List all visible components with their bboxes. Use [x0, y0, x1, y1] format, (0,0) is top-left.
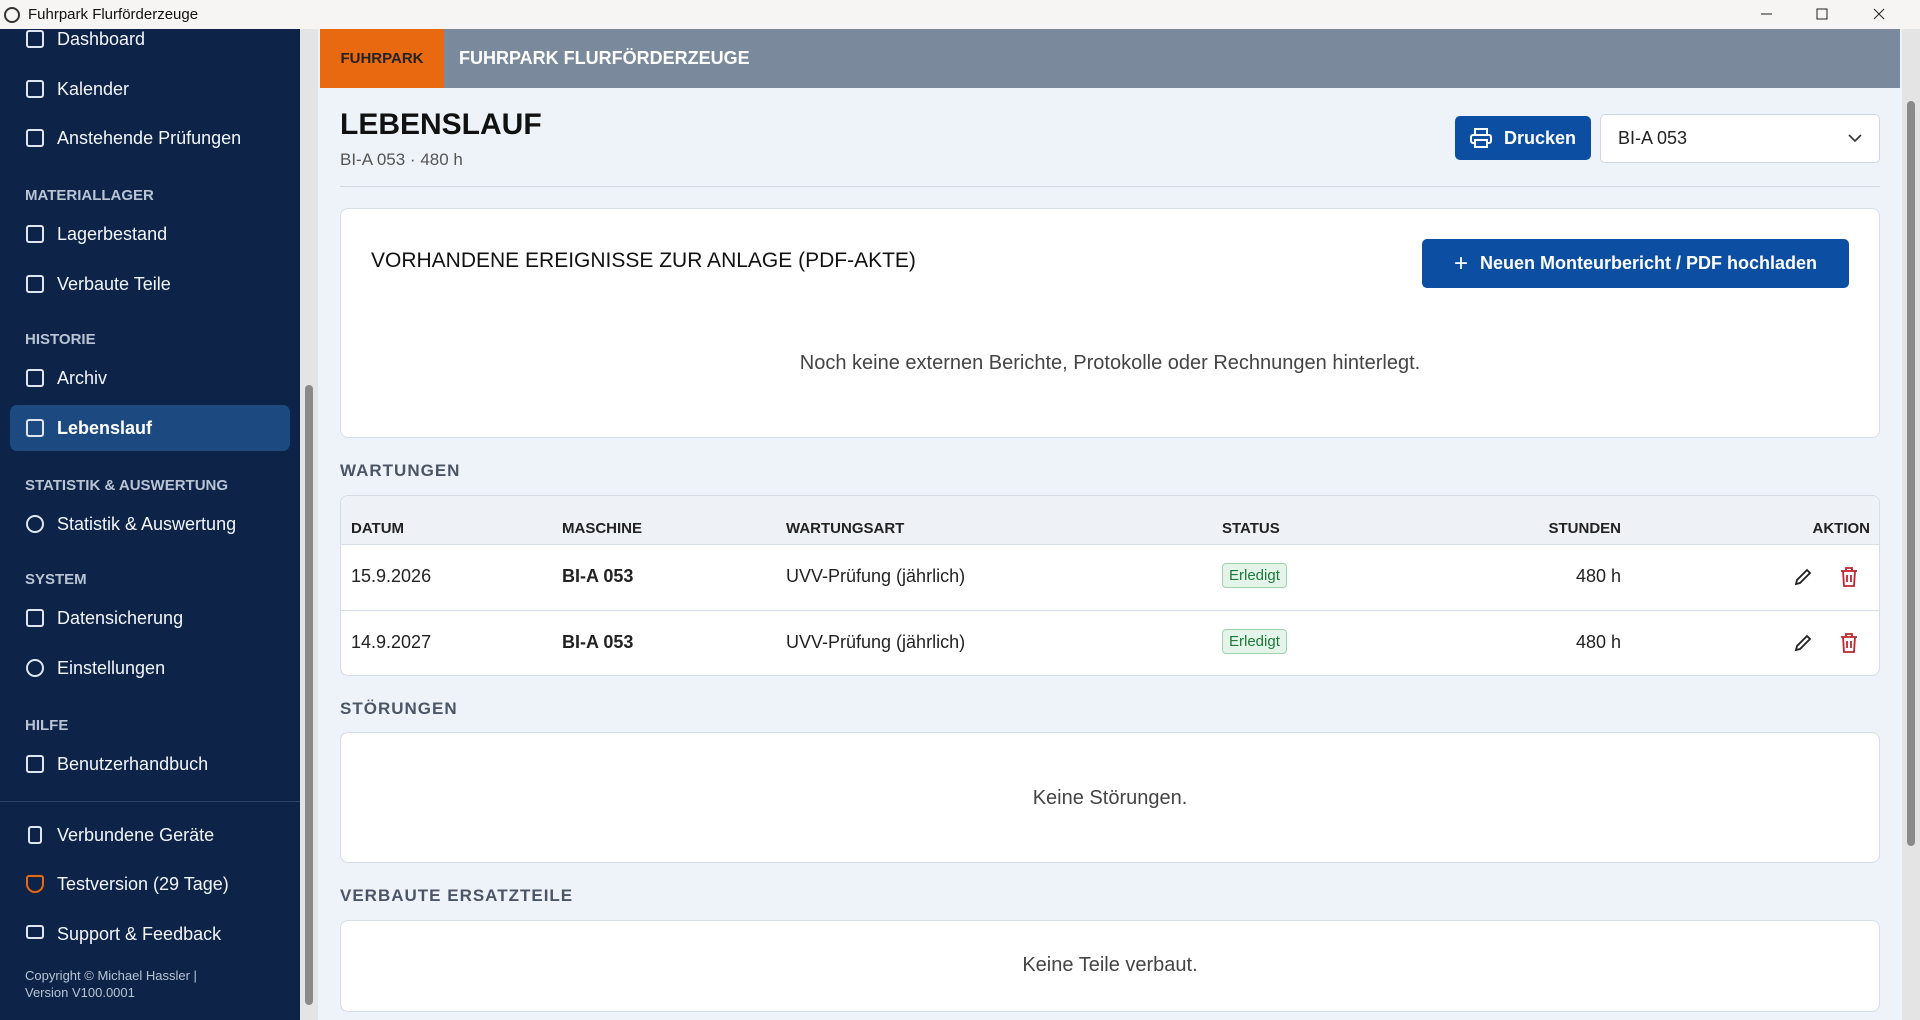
status-badge: Erledigt	[1222, 629, 1287, 654]
column-header: STUNDEN	[1548, 520, 1621, 537]
copyright: Copyright © Michael Hassler |	[25, 968, 197, 983]
header-title: FUHRPARK FLURFÖRDERZEUGE	[459, 48, 750, 68]
edit-button[interactable]	[1792, 632, 1814, 654]
cell-date: 15.9.2026	[351, 566, 432, 586]
column-header: WARTUNGSART	[786, 520, 905, 537]
nav-item-active[interactable]: Lebenslauf	[57, 418, 153, 438]
print-button[interactable]: Drucken	[1455, 116, 1591, 160]
events-empty: Noch keine externen Berichte, Protokolle…	[799, 352, 1421, 374]
section-title: VERBAUTE ERSATZTEILE	[340, 886, 574, 905]
active-highlight	[10, 405, 290, 451]
nav-item[interactable]: Verbundene Geräte	[57, 825, 215, 845]
cell-hours: 480 h	[1575, 566, 1621, 586]
nav-section: HISTORIE	[25, 331, 96, 348]
events-title: VORHANDENE EREIGNISSE ZUR ANLAGE (PDF-AK…	[371, 249, 916, 272]
title-bar: Fuhrpark Flurförderzeuge	[0, 0, 1920, 29]
parts-card	[340, 920, 1880, 1012]
nav-section: STATISTIK & AUSWERTUNG	[25, 477, 229, 494]
column-header: DATUM	[351, 520, 405, 537]
section-title: STÖRUNGEN	[340, 699, 458, 718]
delete-button[interactable]	[1838, 566, 1860, 588]
upload-label: Neuen Monteurbericht / PDF hochladen	[1479, 253, 1818, 273]
nav: Dashboard Kalender Anstehende Prüfungen …	[0, 29, 300, 1020]
cell-machine: BI-A 053	[562, 566, 634, 586]
status-badge: Erledigt	[1222, 563, 1287, 588]
page-subtitle: BI-A 053 · 480 h	[340, 150, 463, 169]
upload-button[interactable]: + Neuen Monteurbericht / PDF hochladen	[1422, 239, 1849, 288]
faults-empty: Keine Störungen.	[1032, 787, 1188, 809]
nav-section: SYSTEM	[25, 571, 87, 588]
nav-item[interactable]: Testversion (29 Tage)	[57, 874, 229, 894]
edit-button[interactable]	[1792, 566, 1814, 588]
nav-item[interactable]: Support & Feedback	[57, 924, 222, 944]
nav-section: MATERIALLAGER	[25, 187, 154, 204]
column-header: STATUS	[1222, 520, 1280, 537]
faults-card	[340, 732, 1880, 863]
nav-section: HILFE	[25, 717, 69, 734]
version: Version V100.0001	[25, 985, 135, 1000]
cell-type: UVV-Prüfung (jährlich)	[786, 566, 966, 586]
sidebar	[0, 29, 300, 1020]
cell-machine: BI-A 053	[562, 632, 634, 652]
column-header: MASCHINE	[562, 520, 643, 537]
nav-item[interactable]: Kalender	[57, 79, 130, 99]
parts-empty: Keine Teile verbaut.	[1022, 954, 1198, 976]
nav-item[interactable]: Dashboard	[57, 29, 146, 49]
nav-item[interactable]: Einstellungen	[57, 658, 166, 678]
section-title: WARTUNGEN	[340, 461, 461, 480]
maintenance-table	[340, 495, 1880, 676]
cell-date: 14.9.2027	[351, 632, 432, 652]
header-bar	[320, 29, 1900, 88]
app-icon	[4, 7, 20, 23]
print-label: Drucken	[1503, 127, 1577, 148]
machine-select[interactable]: BI-A 053	[1600, 114, 1880, 163]
window-title: Fuhrpark Flurförderzeuge	[28, 6, 199, 23]
nav-item[interactable]: Statistik & Auswertung	[57, 514, 237, 534]
column-header: AKTION	[1812, 520, 1871, 537]
window-controls[interactable]	[1750, 0, 1920, 29]
nav-item[interactable]: Archiv	[57, 368, 108, 388]
header-badge: FUHRPARK	[320, 29, 444, 88]
cell-type: UVV-Prüfung (jährlich)	[786, 632, 966, 652]
scrollbar[interactable]	[300, 29, 318, 1020]
page-title: LEBENSLAUF	[340, 108, 542, 141]
nav-item[interactable]: Verbaute Teile	[57, 274, 171, 294]
nav-item[interactable]: Lagerbestand	[57, 224, 168, 244]
delete-button[interactable]	[1838, 632, 1860, 654]
scrollbar[interactable]	[1902, 29, 1920, 1020]
nav-item[interactable]: Benutzerhandbuch	[57, 754, 209, 774]
select-value: BI-A 053	[1618, 128, 1688, 148]
nav-item[interactable]: Anstehende Prüfungen	[57, 128, 242, 148]
nav-item[interactable]: Datensicherung	[57, 608, 184, 628]
cell-hours: 480 h	[1575, 632, 1621, 652]
